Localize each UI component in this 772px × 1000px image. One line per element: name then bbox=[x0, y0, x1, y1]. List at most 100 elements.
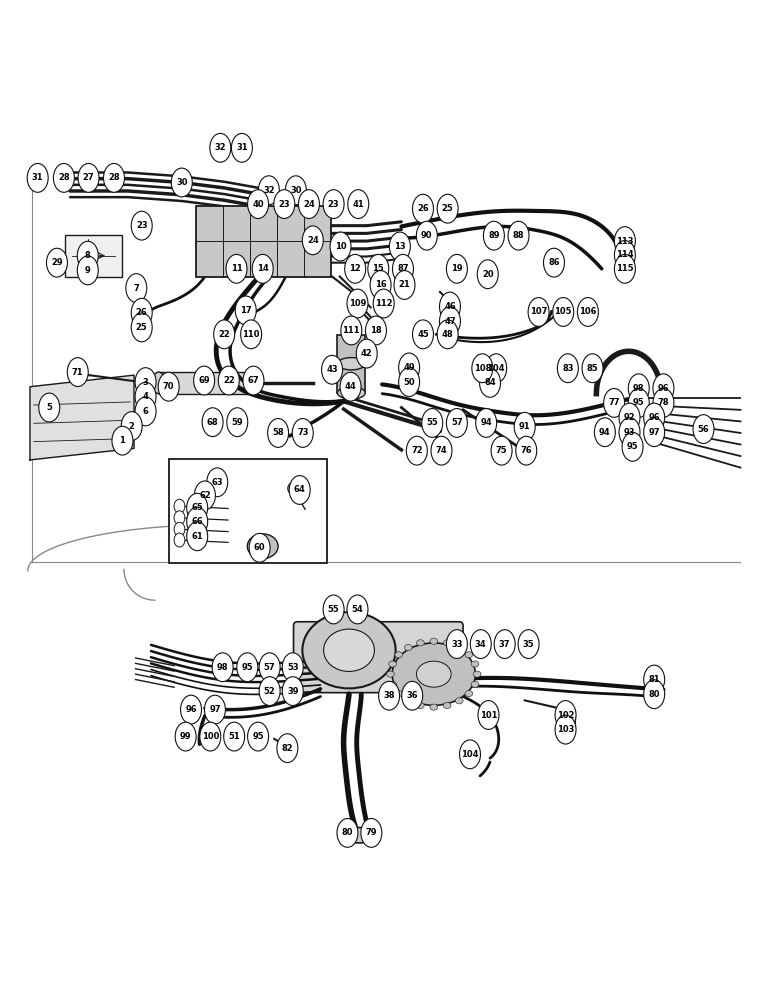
Text: 22: 22 bbox=[218, 330, 230, 339]
Text: 21: 21 bbox=[398, 280, 411, 289]
Text: 97: 97 bbox=[209, 705, 221, 714]
Text: 105: 105 bbox=[554, 307, 572, 316]
Ellipse shape bbox=[619, 403, 640, 432]
Text: 61: 61 bbox=[191, 532, 203, 541]
Text: 57: 57 bbox=[451, 418, 462, 427]
Ellipse shape bbox=[337, 818, 358, 847]
Text: 74: 74 bbox=[435, 446, 447, 455]
Text: 30: 30 bbox=[290, 186, 302, 195]
Ellipse shape bbox=[135, 368, 156, 397]
Ellipse shape bbox=[241, 320, 262, 349]
Text: 73: 73 bbox=[297, 428, 309, 437]
Ellipse shape bbox=[439, 292, 460, 321]
Text: 50: 50 bbox=[403, 378, 415, 387]
Text: 44: 44 bbox=[344, 382, 357, 391]
Ellipse shape bbox=[472, 354, 493, 383]
Text: 100: 100 bbox=[201, 732, 219, 741]
Text: 86: 86 bbox=[548, 258, 560, 267]
Text: 11: 11 bbox=[231, 264, 242, 273]
Ellipse shape bbox=[405, 698, 412, 704]
Text: 67: 67 bbox=[248, 376, 259, 385]
Text: 72: 72 bbox=[411, 446, 422, 455]
Text: 107: 107 bbox=[530, 307, 547, 316]
Text: 22: 22 bbox=[223, 376, 235, 385]
Text: 94: 94 bbox=[480, 418, 492, 427]
Text: 104: 104 bbox=[461, 750, 479, 759]
Ellipse shape bbox=[553, 298, 574, 326]
Text: 113: 113 bbox=[616, 237, 634, 246]
Ellipse shape bbox=[274, 190, 295, 218]
Ellipse shape bbox=[283, 653, 303, 682]
Ellipse shape bbox=[471, 681, 479, 687]
Text: 68: 68 bbox=[207, 418, 218, 427]
Ellipse shape bbox=[303, 226, 323, 255]
Text: 80: 80 bbox=[342, 828, 354, 837]
Ellipse shape bbox=[205, 695, 225, 724]
Text: 48: 48 bbox=[442, 330, 453, 339]
Ellipse shape bbox=[477, 260, 498, 289]
Text: 89: 89 bbox=[488, 231, 499, 240]
Ellipse shape bbox=[622, 432, 643, 461]
Ellipse shape bbox=[175, 722, 196, 751]
Text: 23: 23 bbox=[136, 221, 147, 230]
Text: 95: 95 bbox=[633, 398, 645, 407]
Ellipse shape bbox=[582, 354, 603, 383]
Text: 26: 26 bbox=[417, 204, 429, 213]
Text: 29: 29 bbox=[51, 258, 63, 267]
Ellipse shape bbox=[628, 388, 649, 417]
Text: 80: 80 bbox=[648, 690, 660, 699]
Text: 8: 8 bbox=[85, 251, 90, 260]
Ellipse shape bbox=[508, 221, 529, 250]
Text: 75: 75 bbox=[496, 446, 507, 455]
Ellipse shape bbox=[121, 412, 142, 440]
Ellipse shape bbox=[340, 372, 361, 401]
Text: 20: 20 bbox=[482, 270, 493, 279]
Ellipse shape bbox=[615, 254, 635, 283]
Ellipse shape bbox=[388, 661, 396, 667]
Ellipse shape bbox=[483, 221, 504, 250]
Ellipse shape bbox=[388, 681, 396, 687]
Text: 13: 13 bbox=[394, 242, 405, 251]
Ellipse shape bbox=[187, 493, 208, 522]
Text: 60: 60 bbox=[254, 543, 266, 552]
Ellipse shape bbox=[479, 368, 500, 397]
Text: 93: 93 bbox=[624, 428, 635, 437]
Text: 26: 26 bbox=[136, 308, 147, 317]
Ellipse shape bbox=[555, 701, 576, 729]
Ellipse shape bbox=[422, 409, 442, 437]
Ellipse shape bbox=[330, 232, 351, 261]
Text: 88: 88 bbox=[513, 231, 524, 240]
Ellipse shape bbox=[356, 339, 378, 368]
Text: 36: 36 bbox=[406, 691, 418, 700]
Ellipse shape bbox=[416, 661, 451, 687]
Text: 51: 51 bbox=[229, 732, 240, 741]
Text: 35: 35 bbox=[523, 640, 534, 649]
Text: 10: 10 bbox=[335, 242, 347, 251]
Ellipse shape bbox=[112, 426, 133, 455]
Text: 70: 70 bbox=[163, 382, 174, 391]
Text: 2: 2 bbox=[129, 422, 134, 431]
Text: 77: 77 bbox=[608, 398, 620, 407]
Text: 56: 56 bbox=[698, 425, 709, 434]
Ellipse shape bbox=[126, 274, 147, 302]
Ellipse shape bbox=[214, 320, 235, 349]
Text: 110: 110 bbox=[242, 330, 260, 339]
Ellipse shape bbox=[171, 168, 192, 197]
Ellipse shape bbox=[232, 133, 252, 162]
Ellipse shape bbox=[473, 671, 481, 677]
Ellipse shape bbox=[77, 256, 98, 285]
Text: 37: 37 bbox=[499, 640, 510, 649]
Text: 104: 104 bbox=[487, 364, 505, 373]
Ellipse shape bbox=[174, 499, 185, 513]
Text: 42: 42 bbox=[361, 349, 373, 358]
Ellipse shape bbox=[401, 681, 423, 710]
Ellipse shape bbox=[412, 194, 433, 223]
Ellipse shape bbox=[394, 690, 402, 697]
Ellipse shape bbox=[644, 418, 665, 447]
Ellipse shape bbox=[412, 320, 433, 349]
Ellipse shape bbox=[615, 227, 635, 255]
Ellipse shape bbox=[290, 476, 310, 504]
Ellipse shape bbox=[439, 307, 460, 336]
Bar bbox=[337, 335, 365, 393]
Text: 96: 96 bbox=[658, 384, 669, 393]
